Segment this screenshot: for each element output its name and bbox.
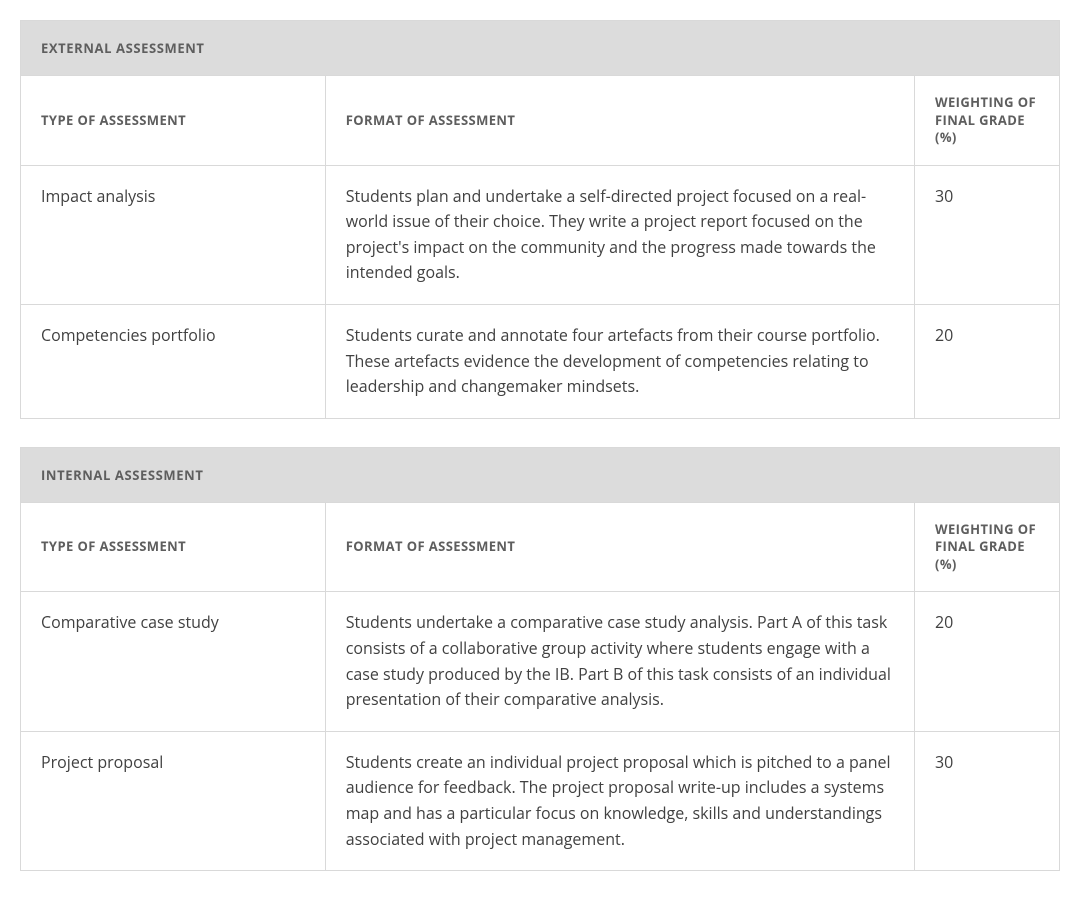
assessment-format-cell: Students plan and undertake a self-direc… bbox=[325, 165, 914, 304]
table-row: Comparative case study Students undertak… bbox=[21, 592, 1060, 731]
table-row: Impact analysis Students plan and undert… bbox=[21, 165, 1060, 304]
external-col-format-header: FORMAT OF ASSESSMENT bbox=[325, 76, 914, 166]
assessment-format-cell: Students create an individual project pr… bbox=[325, 731, 914, 870]
external-section-title: EXTERNAL ASSESSMENT bbox=[21, 21, 1060, 76]
internal-col-weight-header: WEIGHTING OF FINAL GRADE (%) bbox=[915, 502, 1060, 592]
assessment-weight-cell: 20 bbox=[915, 305, 1060, 419]
internal-section-title: INTERNAL ASSESSMENT bbox=[21, 447, 1060, 502]
table-row: Competencies portfolio Students curate a… bbox=[21, 305, 1060, 419]
internal-assessment-table: INTERNAL ASSESSMENT TYPE OF ASSESSMENT F… bbox=[20, 447, 1060, 871]
external-col-type-header: TYPE OF ASSESSMENT bbox=[21, 76, 326, 166]
external-assessment-table: EXTERNAL ASSESSMENT TYPE OF ASSESSMENT F… bbox=[20, 20, 1060, 419]
assessment-weight-cell: 20 bbox=[915, 592, 1060, 731]
assessment-type-cell: Comparative case study bbox=[21, 592, 326, 731]
assessment-type-cell: Competencies portfolio bbox=[21, 305, 326, 419]
internal-col-format-header: FORMAT OF ASSESSMENT bbox=[325, 502, 914, 592]
assessment-type-cell: Project proposal bbox=[21, 731, 326, 870]
internal-col-type-header: TYPE OF ASSESSMENT bbox=[21, 502, 326, 592]
assessment-weight-cell: 30 bbox=[915, 165, 1060, 304]
assessment-format-cell: Students undertake a comparative case st… bbox=[325, 592, 914, 731]
external-col-weight-header: WEIGHTING OF FINAL GRADE (%) bbox=[915, 76, 1060, 166]
table-row: Project proposal Students create an indi… bbox=[21, 731, 1060, 870]
assessment-format-cell: Students curate and annotate four artefa… bbox=[325, 305, 914, 419]
assessment-weight-cell: 30 bbox=[915, 731, 1060, 870]
assessment-type-cell: Impact analysis bbox=[21, 165, 326, 304]
